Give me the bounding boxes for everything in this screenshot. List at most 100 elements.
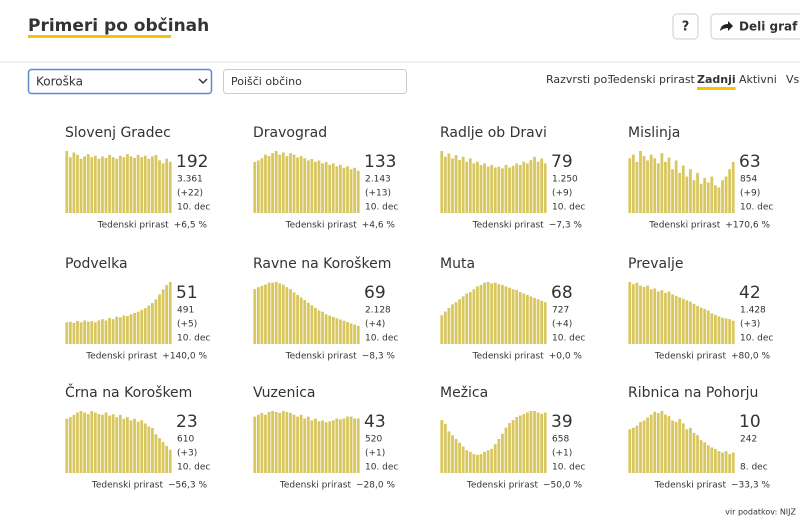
bar	[497, 166, 501, 213]
bar	[264, 284, 267, 344]
bar	[674, 295, 678, 344]
municipality-name: Mislinja	[628, 125, 680, 141]
bar	[158, 160, 161, 213]
municipality-name: Mežica	[440, 385, 488, 401]
bar	[440, 315, 444, 344]
bar	[685, 176, 689, 213]
bar	[699, 307, 703, 344]
bar	[483, 282, 486, 344]
last-value: 39	[551, 412, 573, 432]
municipality-name: Ravne na Koroškem	[253, 256, 391, 272]
bar	[292, 292, 296, 344]
bar	[649, 154, 653, 213]
municipality-name: Črna na Koroškem	[65, 383, 192, 401]
share-button[interactable]	[710, 13, 800, 40]
bar	[529, 296, 533, 344]
change: (+9)	[552, 189, 572, 199]
bar	[264, 154, 267, 213]
bar	[76, 154, 79, 213]
bar	[72, 152, 76, 213]
growth-label: Tedenski prirast	[279, 481, 352, 491]
growth: −7,3 %	[549, 221, 583, 231]
bar	[260, 285, 264, 344]
bar	[303, 418, 307, 473]
bar	[526, 412, 529, 473]
help-button[interactable]	[672, 13, 699, 40]
bar	[331, 420, 335, 473]
bar	[660, 411, 664, 473]
bar	[447, 153, 451, 213]
growth: +170,6 %	[725, 221, 770, 231]
growth-label: Tedenski prirast	[654, 481, 727, 491]
bar	[306, 160, 310, 213]
bar	[104, 157, 108, 213]
bar	[479, 165, 483, 213]
bar	[504, 286, 508, 344]
growth: +80,0 %	[731, 352, 770, 362]
bar	[536, 299, 540, 344]
sort-option[interactable]: Vsi	[786, 73, 800, 86]
date: 10. dec	[177, 203, 210, 213]
bar	[501, 284, 504, 344]
bar	[649, 289, 653, 344]
bar	[468, 451, 472, 473]
bar	[115, 417, 119, 473]
bar	[317, 310, 321, 344]
sort-option[interactable]: Tedenski prirast	[607, 73, 696, 86]
change: (+22)	[177, 189, 203, 199]
bar	[122, 315, 126, 344]
bar	[151, 428, 154, 473]
bar	[129, 420, 133, 473]
bar	[86, 321, 90, 344]
bar	[511, 420, 515, 473]
bar	[458, 160, 461, 213]
bar	[639, 151, 642, 213]
region-select[interactable]	[27, 68, 213, 95]
bar	[328, 421, 332, 473]
bar	[501, 433, 504, 473]
bar	[681, 298, 685, 344]
bar	[526, 163, 529, 213]
change: (+9)	[740, 189, 760, 199]
title-underline	[28, 35, 171, 38]
change: (+5)	[177, 320, 197, 330]
growth-label: Tedenski prirast	[472, 221, 545, 231]
panels: Slovenj Gradec 192 3.361 (+22) 10. dec +6,5 %…	[65, 125, 773, 491]
bar	[543, 163, 547, 213]
total: 491	[177, 306, 194, 316]
bar	[451, 158, 454, 213]
bar	[90, 411, 94, 473]
date: 10. dec	[740, 334, 773, 344]
bar	[646, 285, 649, 344]
sort-option[interactable]: Aktivni	[739, 73, 777, 86]
bar	[710, 176, 714, 213]
share-label: Deli graf na	[739, 20, 800, 34]
bar	[721, 317, 724, 344]
bar	[83, 156, 86, 213]
bar	[317, 160, 321, 213]
bar	[93, 155, 97, 213]
bar	[678, 297, 682, 344]
growth-label: Tedenski prirast	[85, 352, 158, 362]
growth: −28,0 %	[356, 481, 395, 491]
bar	[154, 154, 158, 213]
bar	[504, 427, 508, 473]
bar	[342, 320, 346, 344]
municipality-panel: Podvelka 51 491 (+5) 10. dec +140,0 % Tedenski…	[65, 256, 210, 362]
bar	[65, 418, 69, 473]
sort-option[interactable]: Zadnji	[697, 73, 736, 86]
bar	[443, 311, 447, 344]
bar	[522, 161, 526, 213]
growth: −8,3 %	[362, 352, 396, 362]
bar	[126, 154, 129, 213]
bar	[101, 156, 104, 213]
search-input[interactable]	[223, 69, 407, 94]
bar	[703, 442, 707, 473]
municipality-name: Podvelka	[65, 256, 128, 272]
bar	[714, 314, 717, 344]
bar	[635, 425, 639, 473]
bar	[472, 454, 476, 473]
bar	[104, 412, 108, 473]
